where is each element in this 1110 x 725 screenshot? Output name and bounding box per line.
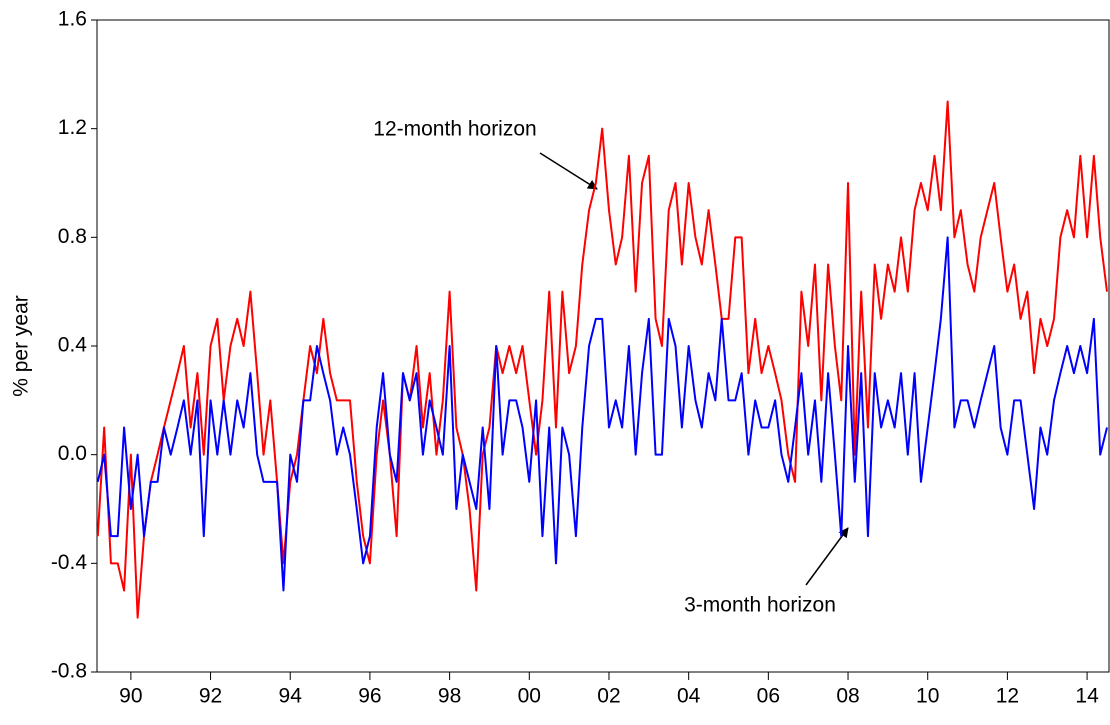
y-tick-label: 1.2 [58, 116, 87, 139]
x-tick-label: 98 [438, 685, 461, 708]
y-tick-label: -0.4 [51, 551, 88, 574]
x-tick-label: 02 [597, 685, 620, 708]
x-tick-label: 04 [677, 685, 701, 708]
y-axis-label: % per year [10, 295, 33, 397]
annotation: 12-month horizon [373, 118, 536, 141]
y-tick-label: 0.8 [58, 225, 87, 248]
y-tick-label: 1.6 [58, 8, 87, 31]
x-tick-label: 12 [996, 685, 1019, 708]
x-tick-label: 06 [757, 685, 780, 708]
annotation-arrow [539, 152, 598, 190]
annotation: 3-month horizon [684, 594, 836, 617]
x-tick-label: 08 [836, 685, 859, 708]
x-tick-label: 10 [916, 685, 939, 708]
x-tick-label: 90 [119, 685, 142, 708]
series-line [96, 100, 1109, 619]
series-line [96, 236, 1108, 592]
x-tick-label: 00 [518, 685, 541, 708]
x-tick-label: 96 [358, 685, 381, 708]
annotation-arrow [805, 527, 849, 586]
x-tick-label: 14 [1075, 685, 1099, 708]
x-tick-label: 92 [199, 685, 222, 708]
y-tick-label: 0.0 [58, 442, 87, 465]
y-tick-label: 0.4 [58, 334, 88, 357]
y-tick-label: -0.8 [51, 660, 87, 683]
x-tick-label: 94 [279, 685, 303, 708]
